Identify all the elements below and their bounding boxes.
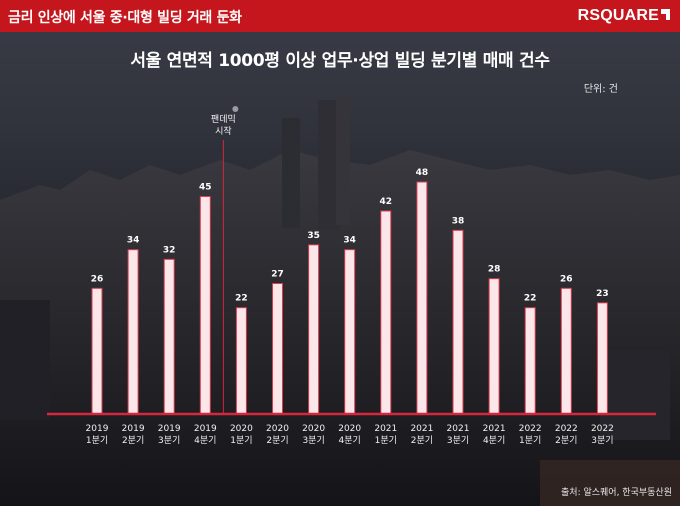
tick-label-quarter-7: 4분기 <box>339 435 361 446</box>
tick-label-quarter-1: 2분기 <box>122 435 144 446</box>
bar-11 <box>488 278 500 415</box>
bar-5 <box>272 283 283 415</box>
tick-label-year-1: 2019 <box>122 424 145 434</box>
bar-9 <box>416 181 428 415</box>
data-label-3: 45 <box>199 183 212 193</box>
tick-label-quarter-9: 2분기 <box>411 435 433 446</box>
tick-label-year-13: 2022 <box>555 424 578 434</box>
bar-1 <box>127 249 139 415</box>
bar-7 <box>344 249 356 415</box>
bar-12 <box>524 307 536 415</box>
tick-label-year-2: 2019 <box>158 424 181 434</box>
data-label-4: 22 <box>235 294 248 304</box>
bar-13 <box>560 287 572 415</box>
tick-label-year-5: 2020 <box>266 424 289 434</box>
tick-label-quarter-2: 3분기 <box>158 435 180 446</box>
data-label-9: 48 <box>416 168 429 178</box>
tick-label-year-9: 2021 <box>410 424 433 434</box>
tick-label-quarter-13: 2분기 <box>555 435 577 446</box>
data-label-14: 23 <box>596 289 609 299</box>
bar-0 <box>91 287 103 415</box>
tick-label-quarter-8: 1분기 <box>375 435 397 446</box>
tick-label-quarter-10: 3분기 <box>447 435 469 446</box>
tick-label-quarter-5: 2분기 <box>266 435 288 446</box>
tick-label-year-0: 2019 <box>86 424 109 434</box>
tick-label-year-10: 2021 <box>447 424 470 434</box>
tick-label-year-4: 2020 <box>230 424 253 434</box>
tick-label-quarter-3: 4분기 <box>194 435 216 446</box>
bar-10 <box>452 229 464 415</box>
tick-label-year-3: 2019 <box>194 424 217 434</box>
data-label-5: 27 <box>271 270 284 280</box>
data-label-6: 35 <box>307 231 320 241</box>
chart-title: 서울 연면적 1000평 이상 업무·상업 빌딩 분기별 매매 건수 <box>130 51 550 71</box>
tick-label-quarter-6: 3분기 <box>302 435 324 446</box>
bar-4 <box>235 307 247 415</box>
tick-label-year-12: 2022 <box>519 424 542 434</box>
annotation-dot <box>232 106 239 112</box>
source-note: 출처: 알스퀘어, 한국부동산원 <box>561 488 672 498</box>
header-title: 금리 인상에 서울 중·대형 빌딩 거래 둔화 <box>8 10 242 26</box>
data-label-7: 34 <box>343 236 356 246</box>
data-label-13: 26 <box>560 274 573 284</box>
header-bar: 금리 인상에 서울 중·대형 빌딩 거래 둔화 RSQUARE <box>0 0 680 32</box>
data-label-0: 26 <box>91 274 104 284</box>
data-label-2: 32 <box>163 245 176 255</box>
tick-label-year-14: 2022 <box>591 424 614 434</box>
bar-6 <box>308 244 320 415</box>
tick-label-quarter-12: 1분기 <box>519 435 541 446</box>
tick-label-quarter-4: 1분기 <box>230 435 252 446</box>
tick-label-quarter-11: 4분기 <box>483 435 505 446</box>
rsquare-logo: RSQUARE <box>578 7 670 25</box>
tick-label-year-11: 2021 <box>483 424 506 434</box>
logo-mark-icon <box>661 9 670 20</box>
bar-14 <box>596 302 608 415</box>
bar-3 <box>199 196 211 415</box>
data-label-8: 42 <box>380 197 393 207</box>
tick-label-quarter-14: 3분기 <box>591 435 613 446</box>
data-label-10: 38 <box>452 216 465 226</box>
annotation-text-line1: 팬데믹 <box>211 113 236 125</box>
tick-label-year-6: 2020 <box>302 424 325 434</box>
bar-8 <box>380 210 392 415</box>
tick-label-year-8: 2021 <box>374 424 397 434</box>
data-label-11: 28 <box>488 265 501 275</box>
tick-label-quarter-0: 1분기 <box>86 435 108 446</box>
unit-label: 단위: 건 <box>583 84 618 95</box>
bar-2 <box>163 258 175 415</box>
tick-label-year-7: 2020 <box>338 424 361 434</box>
data-label-1: 34 <box>127 236 140 246</box>
annotation-text-line2: 시작 <box>215 126 232 137</box>
data-label-12: 22 <box>524 294 537 304</box>
logo-text: RSQUARE <box>577 7 659 24</box>
